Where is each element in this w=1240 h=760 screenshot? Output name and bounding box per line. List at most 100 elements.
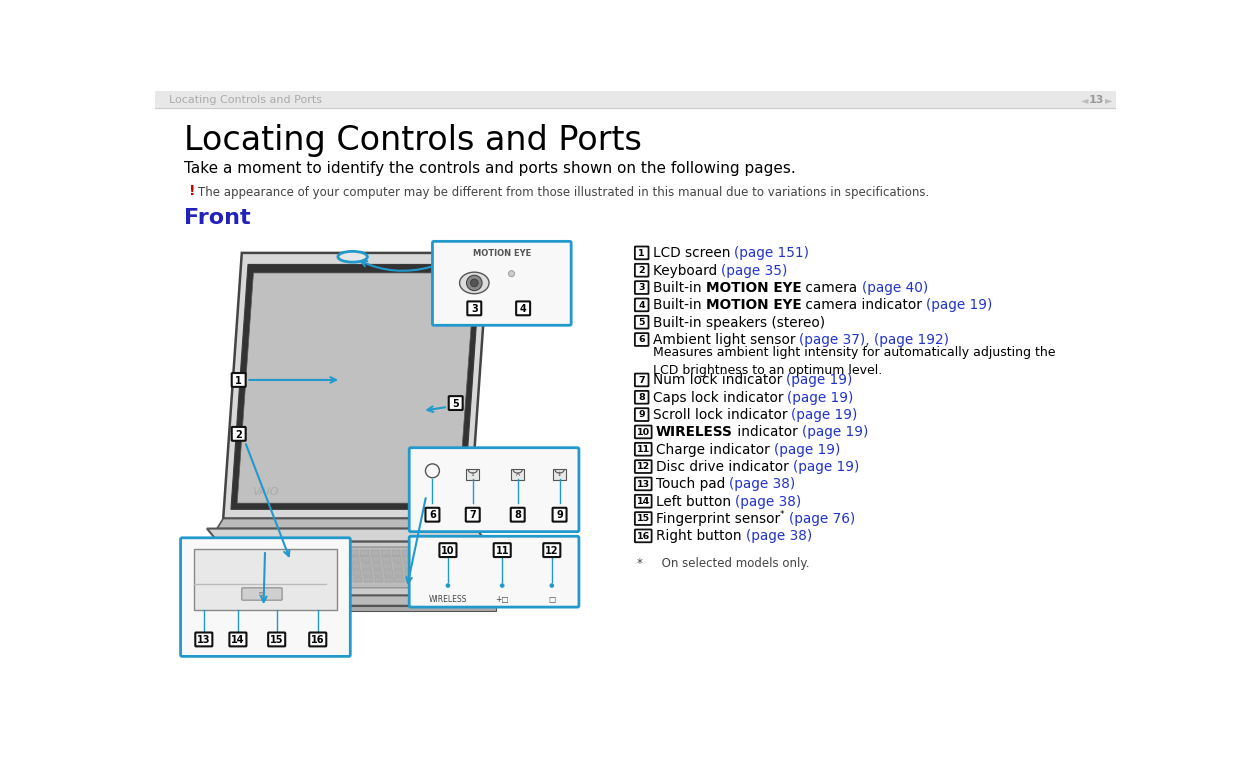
Bar [342,570,351,575]
Bar [423,550,432,556]
FancyBboxPatch shape [511,469,525,480]
Text: (page 40): (page 40) [862,281,928,295]
Bar [455,550,463,556]
Bar [424,556,433,562]
Text: Locating Controls and Ports: Locating Controls and Ports [169,95,322,105]
Bar [365,577,372,582]
Text: 9: 9 [557,511,563,521]
Bar [427,577,435,582]
FancyBboxPatch shape [635,461,652,473]
Text: 11: 11 [496,546,508,556]
Text: (page 35): (page 35) [720,264,787,277]
Bar [436,570,445,575]
Text: 10: 10 [441,546,455,556]
Bar [193,549,337,610]
Bar [279,570,288,575]
Text: 2: 2 [639,266,645,275]
Bar [340,556,348,562]
FancyBboxPatch shape [516,302,531,315]
Bar [371,550,379,556]
Text: 1: 1 [639,249,645,258]
Bar [425,563,434,568]
Text: Built-in: Built-in [652,298,706,312]
Text: Fingerprint sensor: Fingerprint sensor [656,512,780,526]
Bar [259,577,268,582]
Bar [238,577,247,582]
Ellipse shape [460,272,489,293]
Bar [322,577,331,582]
FancyBboxPatch shape [635,495,652,508]
FancyBboxPatch shape [635,443,652,456]
Text: Caps lock indicator: Caps lock indicator [652,391,787,404]
Bar [459,577,466,582]
FancyBboxPatch shape [232,373,246,387]
Text: 4: 4 [639,301,645,310]
Bar [155,91,1116,108]
Polygon shape [207,528,486,542]
Bar [332,577,341,582]
Bar [321,570,330,575]
Bar [393,556,402,562]
Text: 11: 11 [636,445,650,454]
Bar [309,556,317,562]
Text: 15: 15 [270,635,284,645]
Text: 5: 5 [453,399,459,409]
FancyBboxPatch shape [181,538,351,657]
Bar [404,563,413,568]
Text: 10: 10 [636,428,650,437]
Bar [270,577,279,582]
Bar [290,570,299,575]
Text: (page 19): (page 19) [792,460,859,474]
Bar [353,577,362,582]
Text: 3: 3 [471,304,477,314]
Bar [267,550,275,556]
FancyBboxPatch shape [635,391,649,404]
Text: 12: 12 [636,462,650,471]
Polygon shape [223,596,496,606]
Text: Take a moment to identify the controls and ports shown on the following pages.: Take a moment to identify the controls a… [185,160,796,176]
Bar [414,563,423,568]
Bar [277,550,285,556]
Bar [269,570,278,575]
Polygon shape [218,542,492,596]
Text: 8: 8 [639,393,645,402]
Text: (page 151): (page 151) [734,246,810,260]
Text: The appearance of your computer may be different from those illustrated in this : The appearance of your computer may be d… [198,186,930,199]
Text: MOTION EYE: MOTION EYE [706,298,801,312]
Text: 15: 15 [636,515,650,524]
Circle shape [470,279,479,287]
Bar [298,550,306,556]
Text: ◄: ◄ [1081,95,1089,105]
Bar [405,577,414,582]
Bar [311,577,320,582]
Text: 9: 9 [639,410,645,420]
Bar [300,570,309,575]
Text: (page 19): (page 19) [787,391,854,404]
Text: *     On selected models only.: * On selected models only. [637,557,810,570]
Bar [458,570,466,575]
Bar [374,577,383,582]
Text: 6: 6 [429,511,435,521]
Text: Measures ambient light intensity for automatically adjusting the
LCD brightness : Measures ambient light intensity for aut… [652,347,1055,377]
Text: 7: 7 [470,511,476,521]
Bar [299,556,308,562]
FancyBboxPatch shape [466,469,480,480]
FancyBboxPatch shape [511,508,525,521]
Polygon shape [237,273,475,503]
Text: (page 37), (page 192): (page 37), (page 192) [800,333,950,347]
FancyBboxPatch shape [439,543,456,557]
Text: camera: camera [801,281,862,295]
Text: 8: 8 [515,511,521,521]
Text: A: A [516,472,520,477]
Bar [329,550,337,556]
Polygon shape [241,549,301,582]
Bar [319,550,327,556]
Circle shape [500,583,505,587]
Text: 1: 1 [471,472,475,477]
FancyBboxPatch shape [635,264,649,277]
Text: 2: 2 [236,429,242,439]
Text: □: □ [548,595,556,603]
Bar [301,577,310,582]
Polygon shape [223,253,489,518]
Polygon shape [231,264,481,509]
